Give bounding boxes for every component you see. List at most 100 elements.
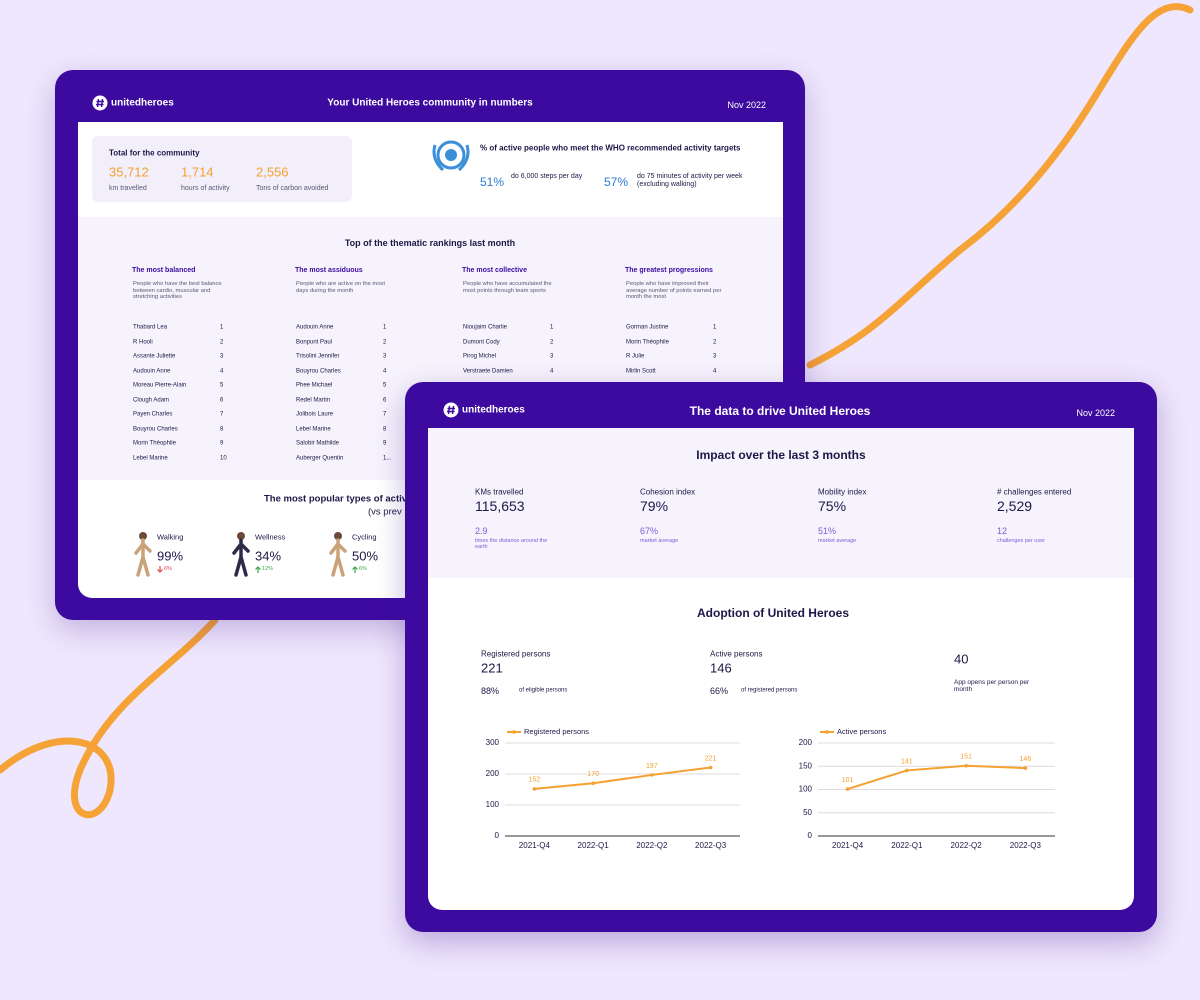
ranking-name: Bouyrou Charles (133, 426, 178, 433)
data-point (1023, 766, 1028, 770)
data-label: 152 (529, 777, 541, 784)
who-value: 51% (480, 175, 505, 190)
trend-arrow (157, 566, 163, 573)
total-label: km travelled (109, 184, 147, 192)
card-date: Nov 2022 (1076, 407, 1115, 418)
ranking-rank: 4 (383, 368, 387, 375)
ranking-rank: 1 (713, 324, 717, 331)
who-value: 57% (604, 175, 629, 190)
metric-label: KMs travelled (475, 487, 524, 497)
data-label: 221 (705, 755, 717, 762)
ranking-rank: 7 (383, 411, 387, 418)
trend-arrow-shape (255, 566, 261, 573)
ranking-rank: 1 (383, 324, 387, 331)
logo-icon (92, 95, 108, 111)
series-line (534, 766, 711, 790)
ranking-description: People who have accumulated the most poi… (463, 281, 552, 294)
adoption-value: 221 (481, 660, 503, 676)
ranking-rank: 4 (550, 368, 554, 375)
ranking-name: Dumont Cody (463, 339, 500, 346)
ranking-name: Moreau Pierre-Alain (133, 382, 187, 389)
ranking-rank: 1... (383, 455, 392, 462)
ranking-rank: 5 (220, 382, 224, 389)
trend-arrow-shape (352, 566, 358, 573)
x-tick-label: 2022-Q2 (951, 841, 983, 850)
squiggle (806, 3, 1194, 369)
metric-value: 75% (818, 497, 847, 514)
logo-icon (443, 402, 459, 418)
front-card-body (428, 428, 1134, 910)
trend-arrow (255, 566, 261, 573)
figure-head (334, 532, 342, 540)
rankings-title: Top of the thematic rankings last month (344, 237, 516, 248)
trend-arrow (352, 566, 358, 573)
brand: unitedheroes (462, 404, 525, 416)
metric-sub-value: 67% (640, 525, 659, 536)
legend-marker (512, 730, 516, 734)
ranking-rank: 9 (383, 440, 387, 447)
ranking-rank: 1 (220, 324, 224, 331)
ranking-name: Payen Charles (133, 411, 173, 418)
ranking-rank: 3 (383, 353, 387, 360)
metric-sub-label: challenges per user (997, 538, 1046, 544)
adoption-title: Adoption of United Heroes (697, 606, 849, 621)
y-tick-label: 100 (486, 800, 500, 809)
ranking-rank: 8 (383, 426, 387, 433)
ranking-name: Gorman Justine (626, 324, 669, 331)
figure-body (134, 538, 152, 577)
data-point (650, 773, 654, 777)
card-title: The data to drive United Heroes (689, 404, 871, 419)
who-icon (432, 140, 470, 172)
ranking-name: Morin Théophile (626, 339, 669, 346)
ranking-name: Jolibois Laure (296, 411, 334, 418)
ranking-name: Nioujaim Charlie (463, 324, 508, 331)
squiggle (0, 616, 219, 819)
ranking-rank: 5 (383, 382, 387, 389)
ranking-name: Clough Adam (133, 397, 170, 404)
activity-figure (329, 532, 347, 577)
ranking-rank: 9 (220, 440, 224, 447)
activity-value: 34% (255, 548, 282, 564)
data-point (905, 768, 909, 773)
ranking-title: The most assiduous (295, 266, 363, 274)
y-tick-label: 50 (803, 808, 812, 817)
metric-sub-value: 2.9 (475, 525, 488, 536)
app-opens-value: 40 (954, 651, 969, 667)
x-tick-label: 2022-Q2 (636, 841, 668, 850)
data-point (532, 787, 537, 791)
data-point (845, 787, 850, 791)
activity-name: Wellness (255, 532, 286, 542)
who-title: % of active people who meet the WHO reco… (480, 143, 741, 153)
adoption-share-label: of eligible persons (519, 687, 568, 694)
y-tick-label: 200 (799, 738, 813, 747)
ranking-name: Bonpunt Paul (296, 339, 333, 346)
ranking-name: Bouyrou Charles (296, 368, 341, 375)
ranking-name: Salobir Mathilde (296, 440, 340, 447)
x-tick-label: 2021-Q4 (519, 841, 551, 850)
adoption-share: 66% (710, 685, 729, 696)
ranking-name: Trisolini Jennifer (296, 353, 340, 360)
series-line (847, 764, 1026, 790)
adoption-label: Registered persons (481, 649, 551, 659)
ranking-rank: 3 (550, 353, 554, 360)
ranking-name: Auberger Quentin (296, 455, 344, 462)
ranking-rank: 10 (220, 455, 227, 462)
ranking-name: Audouin Anne (133, 368, 171, 375)
activity-change: 12% (262, 565, 274, 572)
metric-sub-value: 12 (997, 525, 1008, 536)
activity-name: Cycling (352, 532, 377, 542)
y-tick-label: 0 (808, 831, 813, 840)
total-value: 1,714 (181, 164, 214, 180)
data-point (591, 781, 595, 786)
ranking-title: The most collective (462, 266, 527, 274)
figure-body (329, 538, 347, 577)
ranking-name: Audouin Anne (296, 324, 334, 331)
impact-section (428, 428, 1134, 578)
figure-head (139, 532, 147, 540)
ranking-rank: 2 (220, 339, 224, 346)
app-opens-label: App opens per person per month (954, 679, 1030, 694)
ranking-rank: 8 (220, 426, 224, 433)
ranking-rank: 3 (713, 353, 717, 360)
